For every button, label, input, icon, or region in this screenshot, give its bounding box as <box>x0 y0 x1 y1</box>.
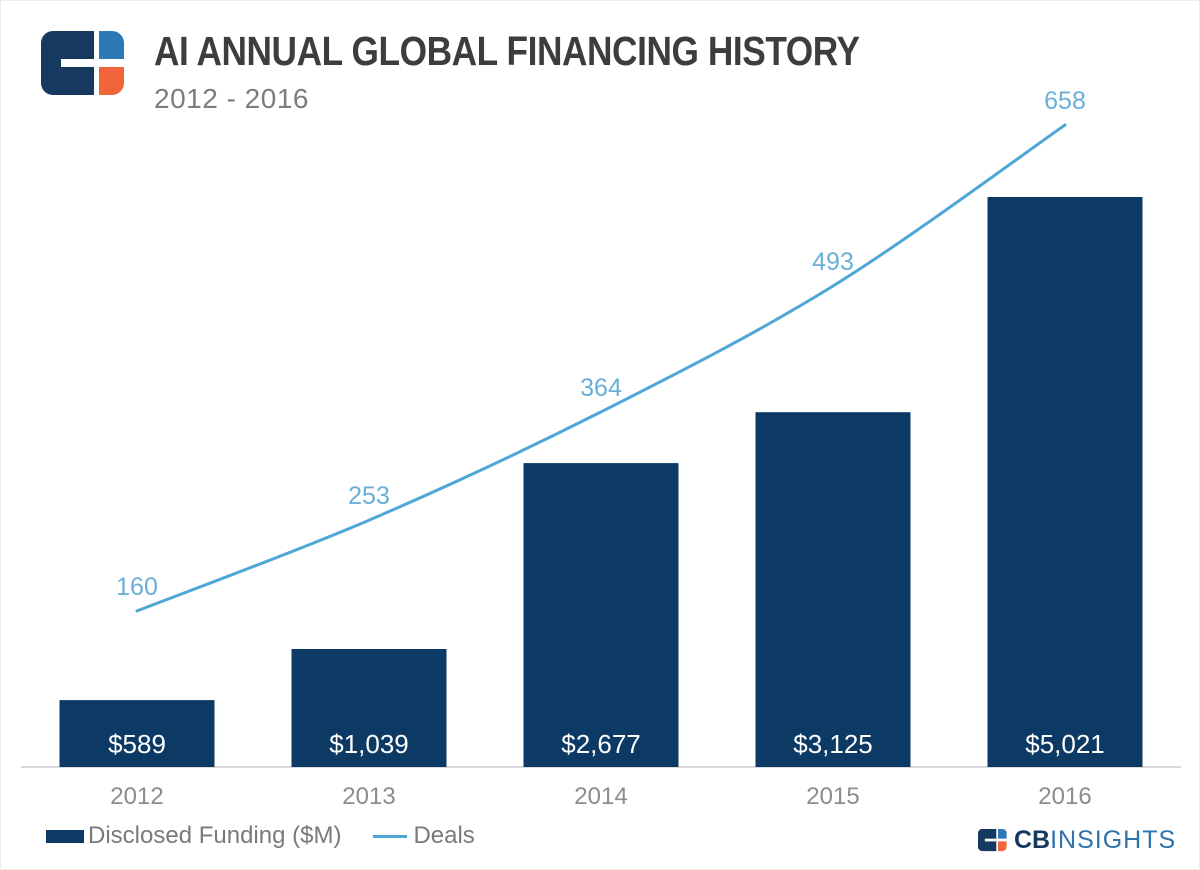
deals-line <box>135 123 1067 613</box>
wordmark-cb: CB <box>1014 826 1051 854</box>
cb-insights-mark-small-icon <box>978 829 1008 852</box>
bar-2012 <box>59 700 215 767</box>
deals-value-label-2016: 658 <box>1044 87 1086 115</box>
legend-item-deals: Deals <box>373 822 475 850</box>
bar-swatch-icon <box>46 829 84 843</box>
bar-value-label-2013: $1,039 <box>329 729 409 759</box>
page-subtitle: 2012 - 2016 <box>154 83 309 114</box>
deals-value-label-2012: 160 <box>116 573 158 601</box>
bar-2015 <box>755 412 911 767</box>
wordmark-insights: INSIGHTS <box>1050 826 1177 854</box>
x-tick-2012: 2012 <box>110 783 163 810</box>
x-tick-2013: 2013 <box>342 783 395 810</box>
deals-value-label-2015: 493 <box>812 248 854 276</box>
logo-orange-quadrant <box>99 67 124 95</box>
logo-c-notch <box>61 59 94 67</box>
x-tick-2016: 2016 <box>1038 783 1091 810</box>
legend-item-funding: Disclosed Funding ($M) <box>46 822 341 850</box>
logo-c-block <box>41 31 94 95</box>
bar-value-label-2012: $589 <box>108 729 166 759</box>
bar-value-label-2016: $5,021 <box>1025 729 1105 759</box>
header: AI ANNUAL GLOBAL FINANCING HISTORY 2012 … <box>41 31 974 115</box>
x-tick-2014: 2014 <box>574 783 627 810</box>
cb-insights-wordmark: CB INSIGHTS <box>978 826 1176 855</box>
logo-blue-quadrant <box>99 31 124 59</box>
deals-value-label-2014: 364 <box>580 374 622 402</box>
page-title: AI ANNUAL GLOBAL FINANCING HISTORY <box>154 28 860 74</box>
x-tick-2015: 2015 <box>806 783 859 810</box>
bar-2016 <box>987 197 1143 767</box>
bar-2014 <box>523 463 679 767</box>
deals-value-label-2013: 253 <box>348 482 390 510</box>
bar-2013 <box>291 649 447 767</box>
cb-insights-logo-icon <box>41 31 124 95</box>
legend: Disclosed Funding ($M) Deals <box>46 822 475 850</box>
line-swatch-icon <box>373 834 408 838</box>
legend-label-funding: Disclosed Funding ($M) <box>88 822 342 849</box>
bar-value-label-2014: $2,677 <box>561 729 641 759</box>
title-block: AI ANNUAL GLOBAL FINANCING HISTORY 2012 … <box>154 31 974 115</box>
bar-value-label-2015: $3,125 <box>793 729 873 759</box>
legend-label-deals: Deals <box>413 822 475 849</box>
